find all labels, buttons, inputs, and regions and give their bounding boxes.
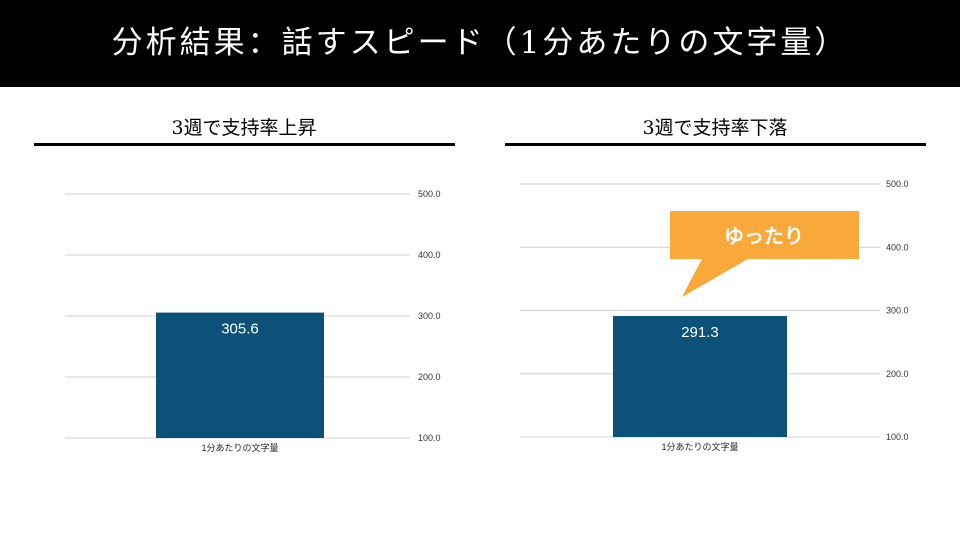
y-tick-label: 500.0 [886,179,909,189]
y-tick-label: 200.0 [886,369,909,379]
bar-data-label: 305.6 [221,321,259,338]
callout-text: ゆったり [724,224,804,248]
callout-shape [670,211,859,297]
y-tick-label: 300.0 [886,306,909,316]
chart-divider-left [34,143,455,146]
x-category-label: 1分あたりの文字量 [661,441,738,452]
x-category-label: 1分あたりの文字量 [201,442,278,453]
y-tick-label: 400.0 [418,250,441,260]
bar [156,312,324,438]
y-tick-label: 300.0 [418,311,441,321]
callout-bubble: ゆったり [670,211,859,297]
title-bar [0,0,960,87]
y-tick-label: 200.0 [418,372,441,382]
y-tick-label: 400.0 [886,242,909,252]
page-title: 分析結果：話すスピード（1分あたりの文字量） [111,25,849,61]
chart-title-left: 3週で支持率上昇 [171,117,317,139]
y-tick-label: 100.0 [886,432,909,442]
bar-chart-left: 100.0 200.0 300.0 400.0 500.0 305.6 1分あたりの文字量 [65,189,441,453]
bar [613,316,787,437]
chart-divider-right [505,143,926,146]
y-tick-label: 500.0 [418,189,441,199]
chart-title-right: 3週で支持率下落 [642,117,788,139]
y-tick-label: 100.0 [418,433,441,443]
bar-chart-right: 100.0 200.0 300.0 400.0 500.0 291.3 1分あたりの文字量 ゆ… [520,179,909,452]
bar-data-label: 291.3 [681,324,719,341]
